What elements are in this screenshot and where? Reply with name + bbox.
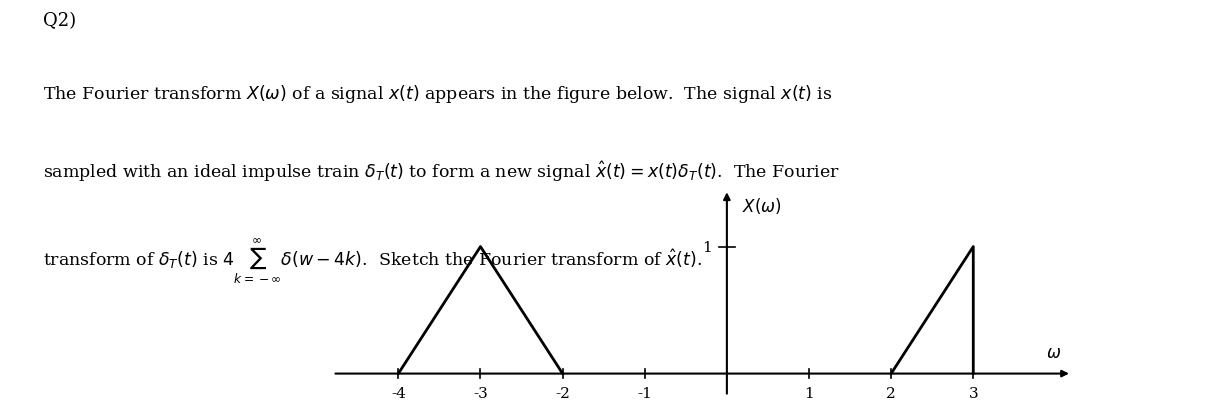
Text: Q2): Q2) (43, 12, 76, 30)
Text: transform of $\delta_T(t)$ is $4\sum_{k=-\infty}^{\infty} \delta(w - 4k)$.  Sket: transform of $\delta_T(t)$ is $4\sum_{k=… (43, 235, 702, 285)
Text: -1: -1 (637, 386, 652, 400)
Text: 1: 1 (804, 386, 814, 400)
Text: $X(\omega)$: $X(\omega)$ (742, 195, 781, 216)
Text: sampled with an ideal impulse train $\delta_T(t)$ to form a new signal $\hat{x}(: sampled with an ideal impulse train $\de… (43, 159, 840, 184)
Text: The Fourier transform $X(\omega)$ of a signal $x(t)$ appears in the figure below: The Fourier transform $X(\omega)$ of a s… (43, 83, 833, 104)
Text: 2: 2 (886, 386, 896, 400)
Text: -3: -3 (473, 386, 488, 400)
Text: -2: -2 (556, 386, 570, 400)
Text: 3: 3 (968, 386, 978, 400)
Text: 1: 1 (702, 240, 712, 254)
Text: -4: -4 (391, 386, 405, 400)
Text: $\omega$: $\omega$ (1046, 344, 1062, 361)
